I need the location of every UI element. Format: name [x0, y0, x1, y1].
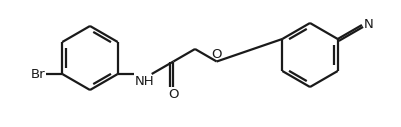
Text: NH: NH	[134, 75, 154, 88]
Text: O: O	[211, 47, 221, 60]
Text: Br: Br	[30, 67, 45, 81]
Text: N: N	[363, 18, 373, 30]
Text: O: O	[168, 89, 178, 101]
